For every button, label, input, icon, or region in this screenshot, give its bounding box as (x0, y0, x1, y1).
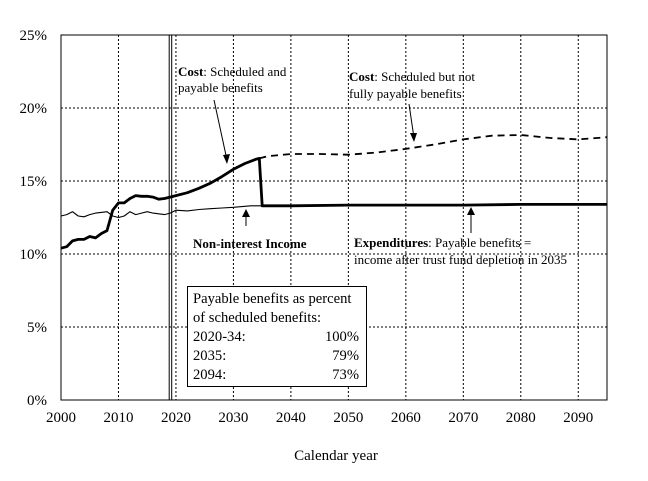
x-tick-label: 2020 (161, 410, 191, 426)
arrowhead-cost-payable (223, 154, 230, 164)
x-tick-label: 2080 (506, 410, 536, 426)
annotation-cost-payable-line2: payable benefits (178, 80, 263, 95)
box-row-period: 2020-34: (193, 329, 246, 345)
y-tick-label: 0% (27, 393, 47, 409)
y-tick-label: 15% (20, 174, 48, 190)
arrowhead-income (242, 209, 250, 217)
annotation-expenditures-line1: Expenditures: Payable benefits = (354, 235, 531, 250)
series-group (60, 134, 608, 250)
annotation-cost-not-payable-line1: Cost: Scheduled but not (349, 69, 475, 84)
box-row: 2094: 73% (193, 366, 361, 385)
y-tick-label: 20% (20, 101, 48, 117)
box-row-period: 2094: (193, 367, 227, 383)
x-tick-label: 2090 (563, 410, 593, 426)
payable-benefits-box: Payable benefits as percent of scheduled… (187, 286, 367, 387)
x-axis-label: Calendar year (294, 448, 378, 464)
series-line-solid-thin (60, 203, 608, 219)
y-tick-label: 10% (20, 247, 48, 263)
box-row-value: 79% (332, 348, 359, 364)
arrow-cost-payable (213, 99, 228, 161)
annotation-expenditures-line2: income after trust fund depletion in 203… (354, 252, 567, 267)
box-title-line2: of scheduled benefits: (193, 310, 322, 326)
box-title-line1: Payable benefits as percent (193, 291, 352, 307)
x-tick-label: 2010 (103, 410, 133, 426)
series-line-dashed (259, 134, 608, 160)
x-tick-label: 2040 (276, 410, 306, 426)
box-row: 2035: 79% (193, 347, 361, 366)
x-tick-label: 2070 (448, 410, 478, 426)
x-axis-ticks: 2000 2010 2020 2030 2040 2050 2060 2070 2080 2090 (46, 410, 593, 426)
y-axis-ticks: 0% 5% 10% 15% 20% 25% (20, 28, 48, 409)
box-row-value: 100% (324, 329, 359, 345)
annotation-income: Non-interest Income (193, 236, 307, 251)
arrowhead-cost-not-payable (410, 133, 417, 142)
x-tick-label: 2030 (218, 410, 248, 426)
series-line-solid-thick (60, 157, 607, 250)
x-tick-label: 2000 (46, 410, 76, 426)
box-row-value: 73% (332, 367, 359, 383)
plot-frame (60, 34, 608, 401)
box-row: 2020-34: 100% (193, 328, 361, 347)
annotation-cost-not-payable-line2: fully payable benefits (349, 86, 462, 101)
x-tick-label: 2050 (333, 410, 363, 426)
annotation-cost-payable-line1: Cost: Scheduled and (178, 64, 287, 79)
box-row-period: 2035: (193, 348, 227, 364)
y-tick-label: 5% (27, 320, 47, 336)
y-tick-label: 25% (20, 28, 48, 44)
x-tick-label: 2060 (391, 410, 421, 426)
arrow-cost-not-payable (408, 103, 415, 139)
arrowhead-expenditures (467, 207, 475, 215)
